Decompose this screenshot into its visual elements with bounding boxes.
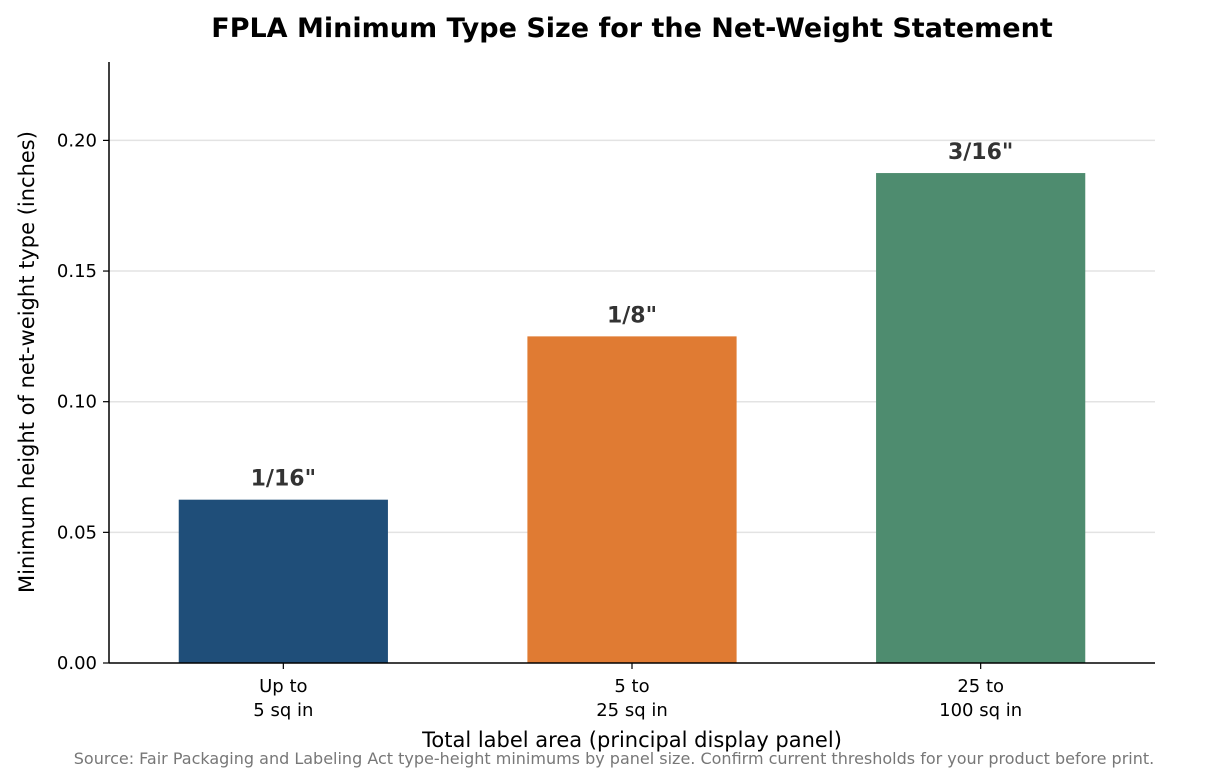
y-tick-label: 0.15 xyxy=(57,261,97,282)
x-tick-label: 5 sq in xyxy=(253,700,313,721)
bar xyxy=(178,499,388,663)
x-axis-label: Total label area (principal display pane… xyxy=(421,728,842,752)
bar xyxy=(527,336,737,663)
x-tick-label: 25 to xyxy=(957,676,1004,697)
bars: 1/16" 1/8" 3/16" xyxy=(178,140,1086,663)
y-tick-label: 0.00 xyxy=(57,653,97,674)
bar-value-label: 3/16" xyxy=(948,140,1013,165)
y-axis-label: Minimum height of net-weight type (inche… xyxy=(15,131,39,593)
y-tick-label: 0.05 xyxy=(57,522,97,543)
x-axis-ticks: Up to 5 sq in 5 to 25 sq in 25 to 100 sq in xyxy=(253,663,1022,721)
x-tick-label: 25 sq in xyxy=(596,700,668,721)
bar-value-label: 1/16" xyxy=(251,467,316,492)
bar xyxy=(876,173,1086,663)
chart-title: FPLA Minimum Type Size for the Net-Weigh… xyxy=(211,13,1053,44)
bar-value-label: 1/8" xyxy=(607,303,657,328)
y-tick-label: 0.20 xyxy=(57,130,97,151)
x-tick-label: Up to xyxy=(259,676,307,697)
x-tick-label: 5 to xyxy=(614,676,649,697)
source-note: Source: Fair Packaging and Labeling Act … xyxy=(74,749,1154,768)
x-tick-label: 100 sq in xyxy=(939,700,1022,721)
y-tick-label: 0.10 xyxy=(57,392,97,413)
y-axis-ticks: 0.00 0.05 0.10 0.15 0.20 xyxy=(57,130,109,674)
